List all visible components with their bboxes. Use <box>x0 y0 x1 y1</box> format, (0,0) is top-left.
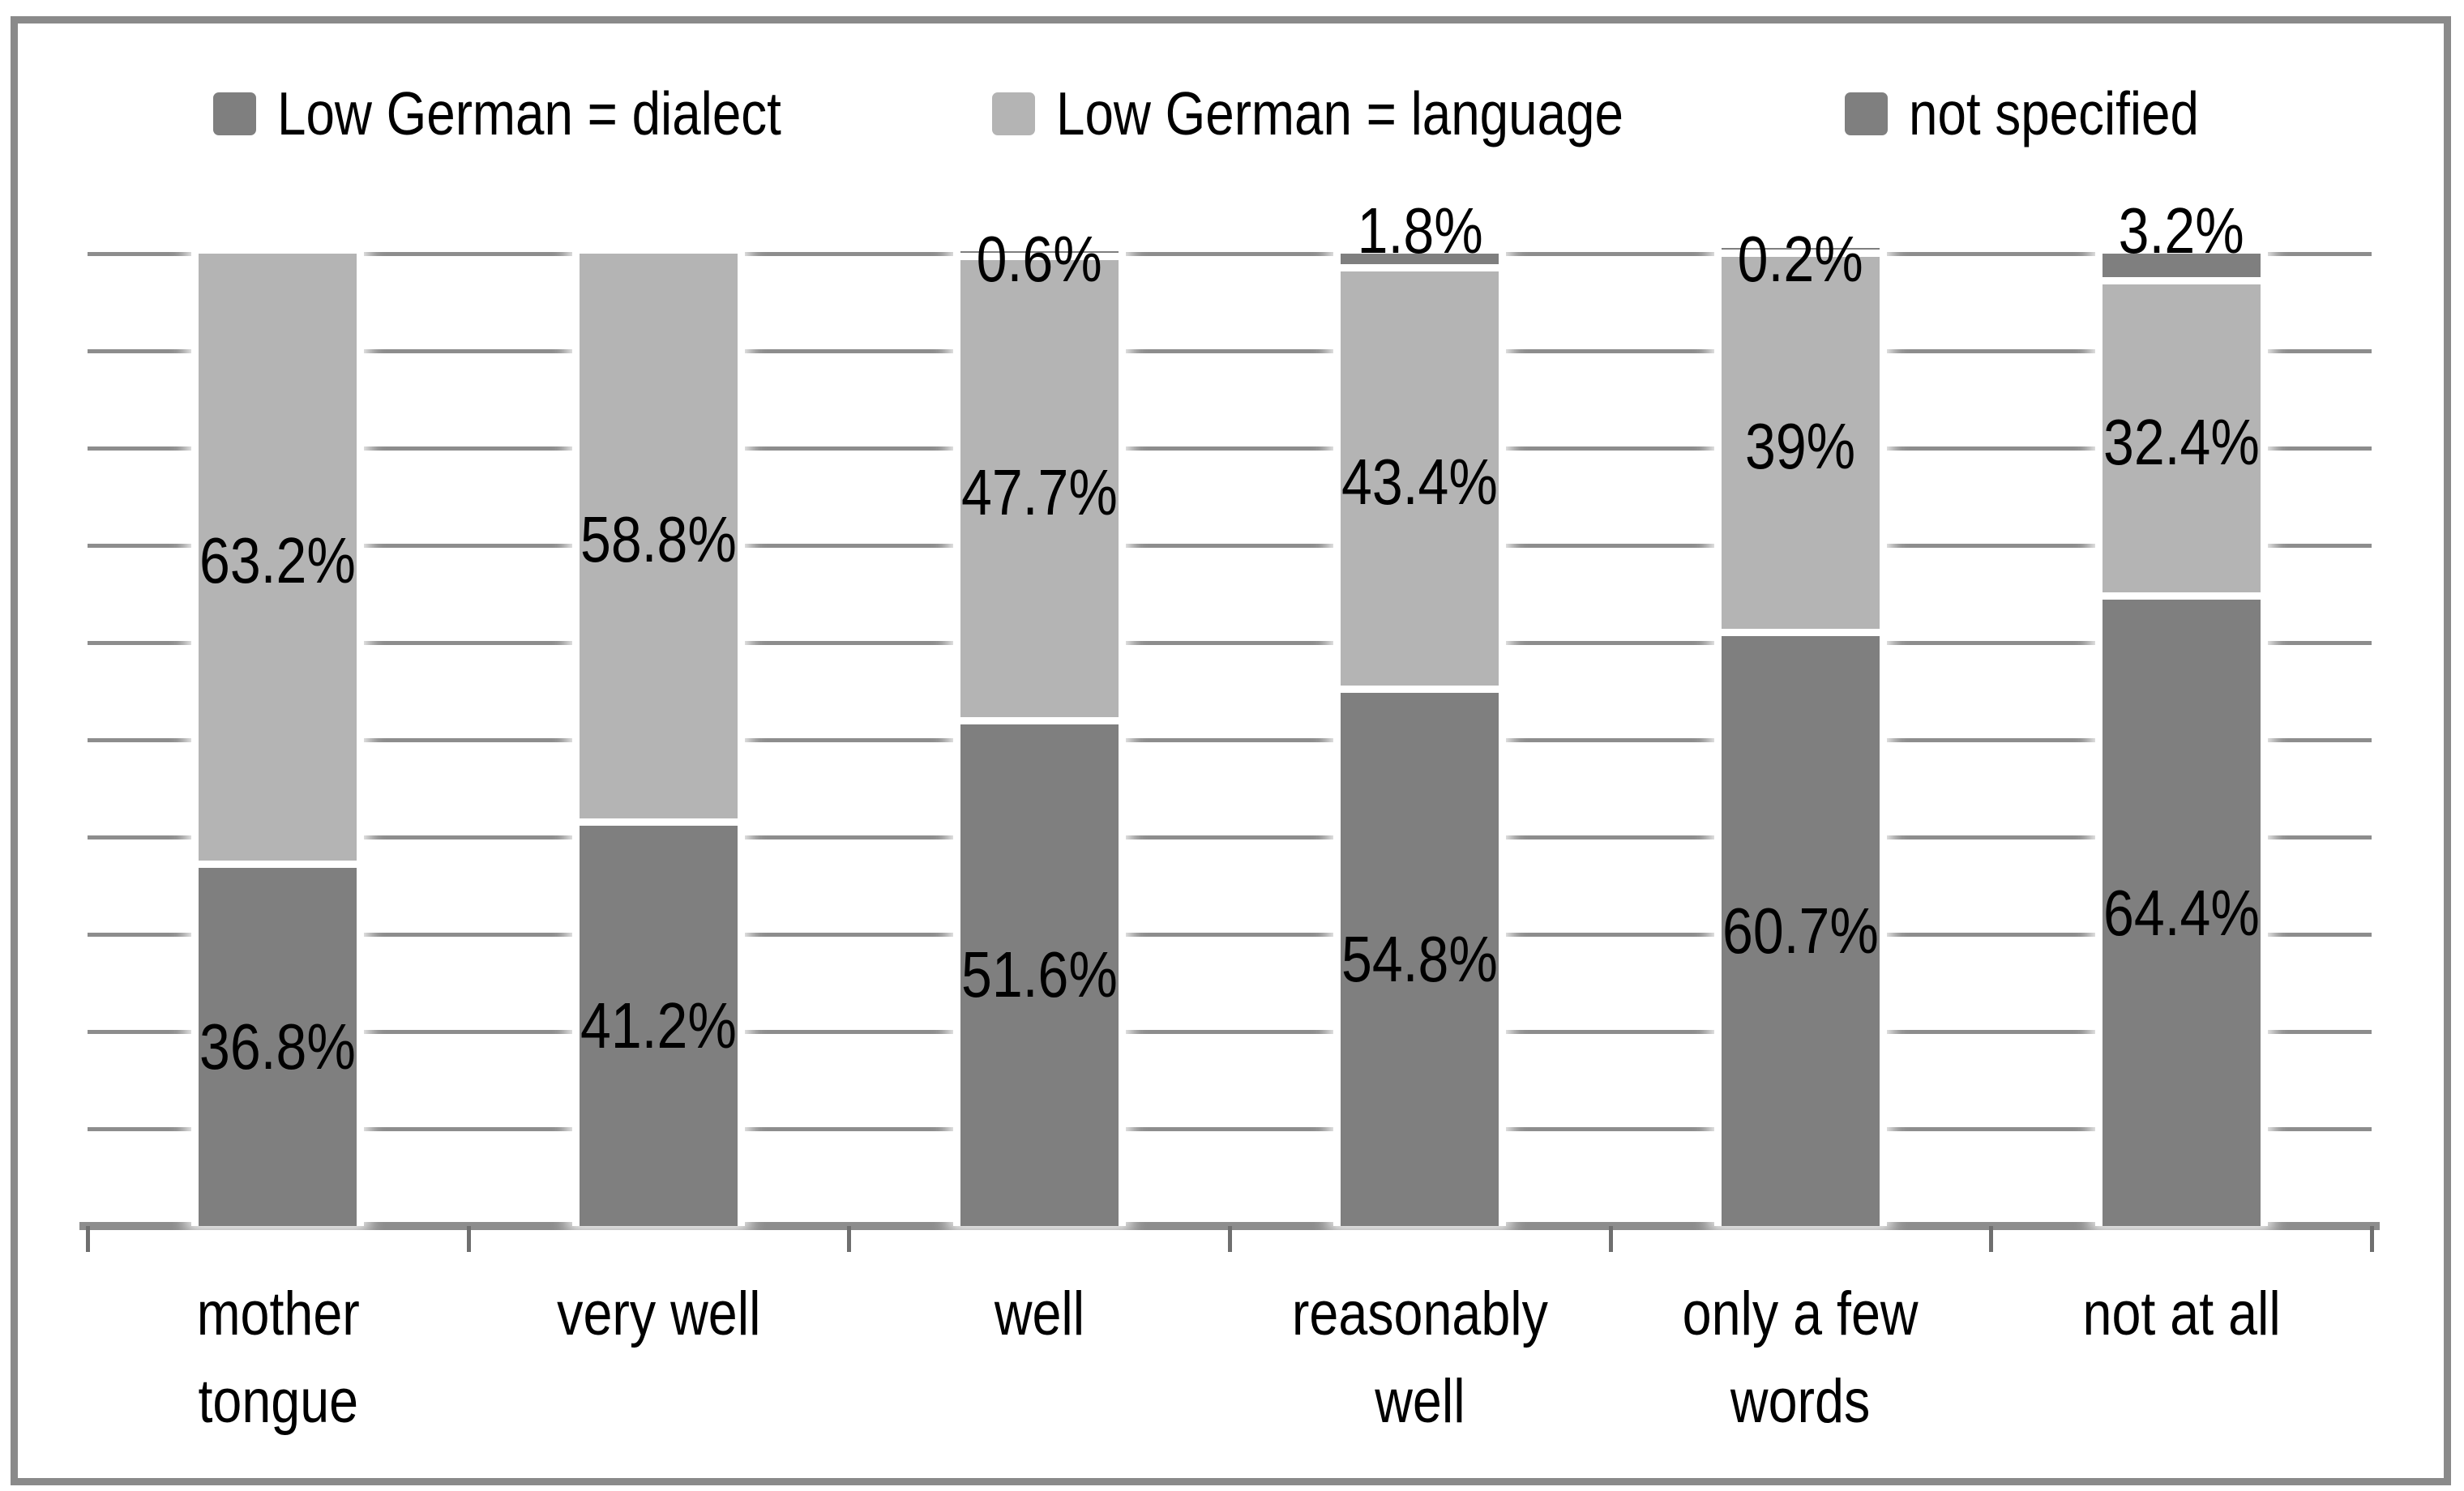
data-label: 47.7% <box>869 459 1209 526</box>
x-axis-label: well <box>849 1271 1230 1358</box>
bar-segment <box>580 254 738 818</box>
x-axis-label: only a few words <box>1611 1271 1991 1446</box>
bar-not-at-all <box>2094 246 2268 1226</box>
bar-only-a-few-words <box>1714 247 1887 1226</box>
bar-segment <box>199 868 357 1226</box>
y-gridline <box>88 446 2372 451</box>
legend-swatch-dialect-icon <box>213 92 257 135</box>
y-gridline <box>88 641 2372 645</box>
data-label-text: 39% <box>1745 409 1856 482</box>
y-gridline <box>88 349 2372 353</box>
legend-item-not-specified: not specified <box>1845 83 2250 144</box>
x-axis-tick <box>1989 1226 1994 1252</box>
data-label-text: 58.8% <box>580 502 737 575</box>
legend-label-dialect: Low German = dialect <box>277 79 782 147</box>
x-axis-tick <box>86 1226 90 1252</box>
data-label-text: 1.8% <box>1357 194 1483 267</box>
bar-segment <box>960 260 1119 717</box>
x-axis-tick <box>466 1226 471 1252</box>
legend-swatch-not-specified-icon <box>1845 92 1889 135</box>
legend-swatch-language-icon <box>992 92 1036 135</box>
bar-mother-tongue <box>191 246 365 1226</box>
bar-segment <box>580 825 738 1226</box>
bar-very-well <box>572 246 745 1226</box>
bar-segment <box>1341 693 1499 1226</box>
legend-item-dialect: Low German = dialect <box>213 83 871 144</box>
data-label: 64.4% <box>2011 876 2351 949</box>
x-axis-label-text: not at all <box>2082 1280 2281 1348</box>
data-label-text: 32.4% <box>2103 405 2260 478</box>
y-gridline <box>88 544 2372 548</box>
data-label: 43.4% <box>1250 449 1590 515</box>
data-label-text: 0.6% <box>976 223 1102 296</box>
x-axis-tick <box>1608 1226 1613 1252</box>
y-gridline <box>88 835 2372 839</box>
y-gridline <box>88 1030 2372 1034</box>
data-label-text: 51.6% <box>960 938 1118 1011</box>
bar-reasonably-well <box>1333 246 1507 1226</box>
data-label: 0.6% <box>869 226 1209 293</box>
chart-legend: Low German = dialect Low German = langua… <box>0 83 2464 144</box>
data-label: 1.8% <box>1250 198 1590 264</box>
data-label-text: 43.4% <box>1341 446 1499 518</box>
data-label: 63.2% <box>108 528 448 594</box>
data-label-text: 63.2% <box>199 524 357 597</box>
data-label: 32.4% <box>2011 405 2351 478</box>
data-label: 0.2% <box>1631 226 1971 293</box>
bar-segment <box>1722 635 1880 1226</box>
x-axis-label-text: well <box>994 1280 1084 1348</box>
bar-segment <box>2102 600 2261 1226</box>
data-label-text: 41.2% <box>580 989 737 1062</box>
bar-segment <box>960 724 1119 1226</box>
x-axis-label-text: only a few words <box>1683 1280 1919 1436</box>
data-label: 39% <box>1631 409 1971 482</box>
y-gridline <box>88 252 2372 256</box>
data-label-text: 64.4% <box>2103 876 2260 949</box>
data-label: 41.2% <box>489 989 829 1062</box>
data-label-text: 3.2% <box>2118 194 2244 267</box>
bar-segment <box>960 251 1119 254</box>
data-label-text: 47.7% <box>960 455 1118 528</box>
x-axis-label-text: mother tongue <box>196 1280 360 1436</box>
bar-segment <box>1341 271 1499 686</box>
bar-segment <box>1722 247 1880 250</box>
x-axis-label-text: very well <box>556 1280 761 1348</box>
bar-segment <box>2102 284 2261 593</box>
data-label-text: 36.8% <box>199 1010 357 1083</box>
x-axis-tick <box>2370 1226 2374 1252</box>
bar-segment <box>1341 254 1499 264</box>
x-axis-tick <box>1228 1226 1232 1252</box>
legend-label-not-specified: not specified <box>1909 79 2200 147</box>
data-label: 3.2% <box>2011 198 2351 264</box>
data-label: 60.7% <box>1631 894 1971 967</box>
x-axis-label: not at all <box>1991 1271 2372 1358</box>
x-axis-label: reasonably well <box>1230 1271 1611 1446</box>
data-label-text: 0.2% <box>1738 223 1863 296</box>
data-label: 36.8% <box>108 1014 448 1080</box>
bar-segment <box>199 254 357 861</box>
data-label: 51.6% <box>869 942 1209 1008</box>
data-label: 58.8% <box>489 506 829 573</box>
y-gridline <box>88 1127 2372 1131</box>
bar-segment <box>1722 256 1880 629</box>
x-axis-tick <box>847 1226 852 1252</box>
bar-well <box>952 247 1126 1226</box>
x-axis-label: mother tongue <box>88 1271 468 1446</box>
legend-label-language: Low German = language <box>1056 79 1623 147</box>
bar-segment <box>2102 254 2261 278</box>
y-gridline <box>88 738 2372 742</box>
data-label: 54.8% <box>1250 926 1590 993</box>
y-gridline <box>88 933 2372 937</box>
x-axis-label-text: reasonably well <box>1291 1280 1548 1436</box>
data-label-text: 60.7% <box>1722 894 1879 967</box>
data-label-text: 54.8% <box>1341 923 1499 996</box>
legend-item-language: Low German = language <box>992 83 1723 144</box>
x-axis-label: very well <box>468 1271 849 1358</box>
